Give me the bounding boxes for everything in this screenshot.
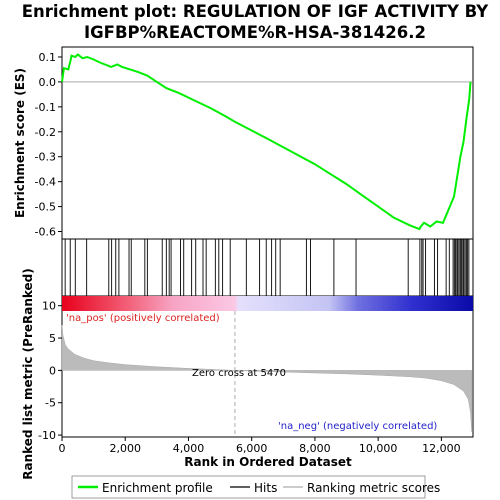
es-y-tick-label: -0.3 xyxy=(35,151,56,164)
es-y-tick-label: -0.5 xyxy=(35,201,56,214)
metric-y-tick-label: 10 xyxy=(42,300,56,313)
na-pos-annotation: 'na_pos' (positively correlated) xyxy=(66,313,220,324)
es-y-tick-label: -0.2 xyxy=(35,126,56,139)
es-y-tick-label: 0.0 xyxy=(39,76,57,89)
metric-x-tick-label: 2,000 xyxy=(109,442,141,455)
legend-enrichment-label: Enrichment profile xyxy=(102,481,213,495)
ranking-metric-area xyxy=(61,325,472,432)
es-y-tick-label: 0.1 xyxy=(39,51,57,64)
metric-x-tick-label: 12,000 xyxy=(422,442,461,455)
chart-title-line2: IGFBP%REACTOME%R-HSA-381426.2 xyxy=(84,23,426,42)
chart-title-line1: Enrichment plot: REGULATION OF IGF ACTIV… xyxy=(22,2,490,21)
metric-x-tick-label: 6,000 xyxy=(236,442,268,455)
metric-y-axis-ticks: 10 5 0 -5 -10 xyxy=(38,300,62,442)
legend-metric-label: Ranking metric scores xyxy=(307,481,440,495)
enrichment-profile-line xyxy=(61,53,472,231)
metric-y-tick-label: 5 xyxy=(49,332,56,345)
metric-y-axis-label: Ranked list metric (PreRanked) xyxy=(21,268,35,480)
es-y-tick-label: -0.1 xyxy=(35,101,56,114)
es-y-axis-label: Enrichment score (ES) xyxy=(13,68,27,218)
metric-y-tick-label: 0 xyxy=(49,364,56,377)
metric-x-axis-ticks: 0 2,000 4,000 6,000 8,000 10,000 12,000 xyxy=(59,437,461,455)
es-y-axis-ticks: 0.1 0.0 -0.1 -0.2 -0.3 -0.4 -0.5 -0.6 xyxy=(35,51,62,239)
metric-x-tick-label: 4,000 xyxy=(173,442,205,455)
metric-x-tick-label: 10,000 xyxy=(359,442,398,455)
metric-x-tick-label: 8,000 xyxy=(299,442,331,455)
metric-y-tick-label: -10 xyxy=(38,429,56,442)
metric-x-tick-label: 0 xyxy=(59,442,66,455)
es-y-tick-label: -0.6 xyxy=(35,226,56,239)
legend-hits-label: Hits xyxy=(254,481,277,495)
zero-cross-annotation: Zero cross at 5470 xyxy=(192,368,286,379)
metric-x-axis-label: Rank in Ordered Dataset xyxy=(184,455,352,469)
rank-color-bar xyxy=(62,296,473,311)
na-neg-annotation: 'na_neg' (negatively correlated) xyxy=(278,421,437,432)
hit-marks xyxy=(64,239,470,296)
hits-panel-frame xyxy=(61,238,474,297)
es-y-tick-label: -0.4 xyxy=(35,176,56,189)
metric-y-tick-label: -5 xyxy=(45,397,56,410)
es-panel-frame xyxy=(61,46,474,240)
